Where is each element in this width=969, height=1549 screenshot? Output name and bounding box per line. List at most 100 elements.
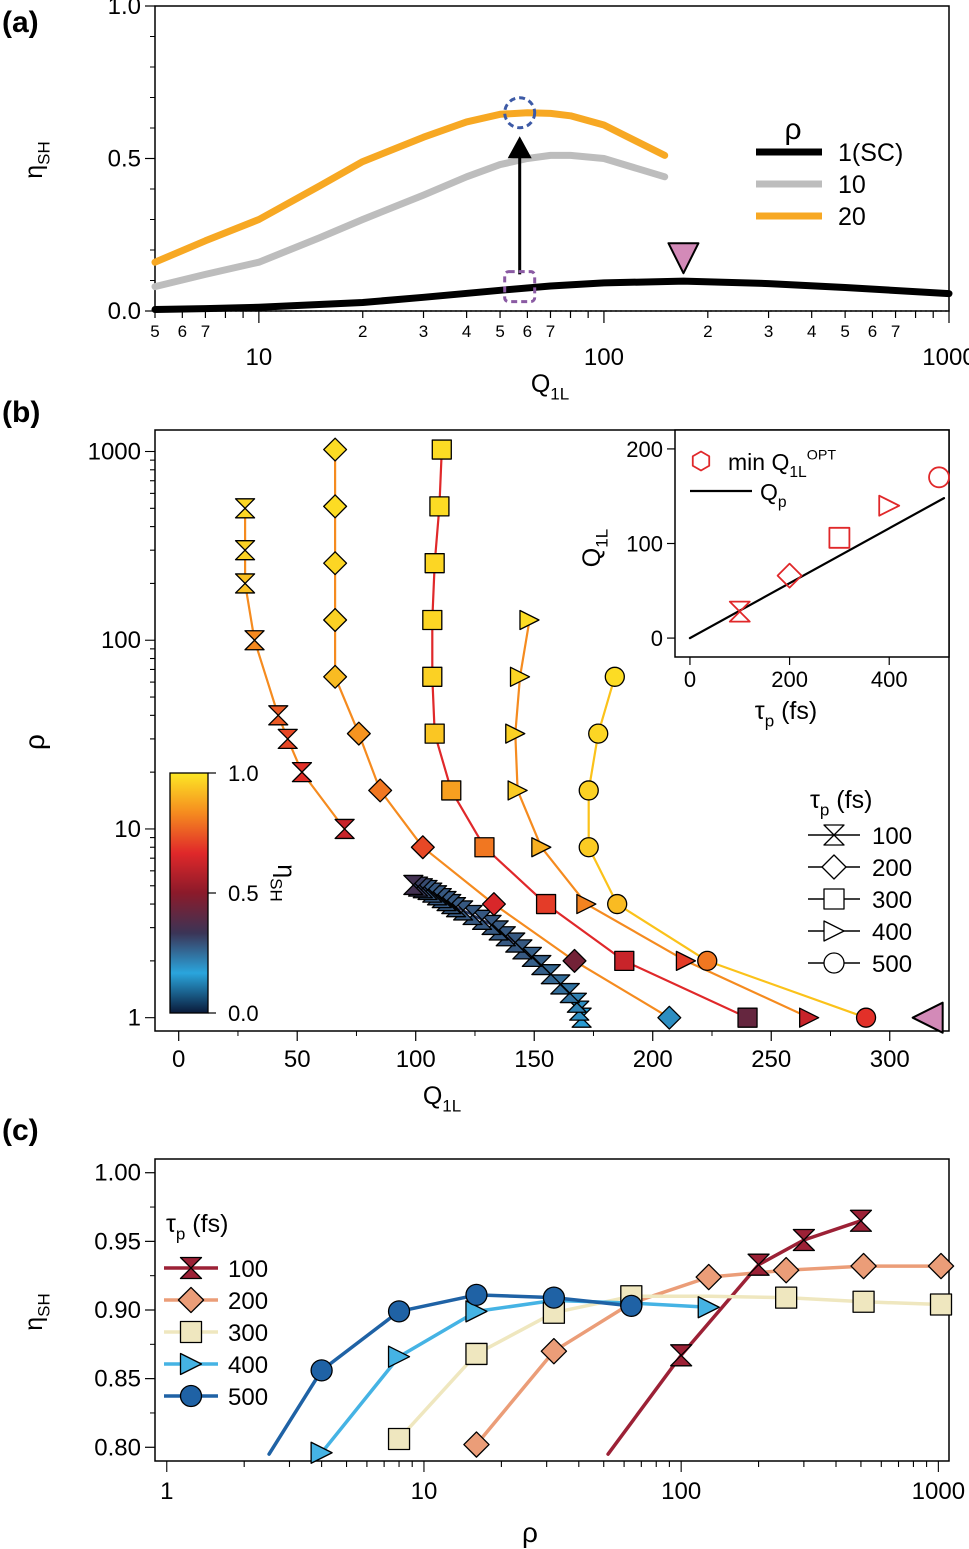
legend-title-a: ρ — [784, 113, 801, 146]
x-minor-tick-label-a: 2 — [703, 322, 712, 341]
legend-label-a: 20 — [838, 203, 866, 231]
x-tick-label-c: 1 — [160, 1478, 173, 1505]
data-point-b — [488, 920, 509, 941]
x-minor-tick-label-a: 4 — [807, 322, 816, 341]
data-point-c — [850, 1252, 877, 1280]
x-minor-tick-label-a: 7 — [546, 322, 555, 341]
y-axis-label-b: ρ — [19, 734, 50, 750]
x-tick-label-b: 0 — [172, 1046, 185, 1073]
data-point-b — [614, 950, 635, 972]
inset-legend-marker — [691, 450, 711, 472]
data-point-b — [429, 496, 450, 517]
inset-y-tick-label: 200 — [626, 437, 663, 462]
colorbar-tick-label: 0.0 — [228, 1001, 259, 1026]
y-tick-label-a: 1.0 — [108, 0, 141, 20]
y-tick-label-b: 10 — [114, 816, 141, 843]
series-line-a-2 — [151, 109, 669, 266]
data-point-c — [747, 1253, 770, 1276]
inset-y-tick-label: 0 — [651, 626, 663, 651]
inset-x-tick-label: 200 — [771, 667, 808, 692]
data-point-b — [234, 573, 256, 594]
legend-label-a: 1(SC) — [838, 139, 903, 167]
y-axis-label-c: ηSH — [20, 1293, 54, 1331]
chart-c: 0.80 0.85 0.90 0.95 1.00 1 10 100 1000 ρ ηSH τp (fs… — [20, 1158, 965, 1548]
data-point-c — [670, 1344, 693, 1367]
x-tick-label-a: 10 — [246, 344, 273, 371]
y-tick-label-b: 100 — [101, 627, 141, 654]
x-minor-tick-label-a: 7 — [201, 322, 210, 341]
optimum-marker-a — [667, 242, 700, 275]
data-point-b — [507, 780, 528, 801]
x-minor-tick-label-a: 4 — [462, 322, 471, 341]
y-tick-label-c: 0.85 — [94, 1366, 141, 1393]
data-point-c — [540, 1337, 568, 1365]
data-point-c — [775, 1286, 798, 1309]
x-minor-tick-label-a: 3 — [419, 322, 428, 341]
legend-label-b: 200 — [872, 855, 912, 882]
colorbar-label: ηSH — [267, 864, 301, 902]
legend-marker-b — [823, 920, 845, 942]
data-point-c — [620, 1294, 643, 1318]
data-point-b — [576, 893, 597, 915]
y-tick-label-b: 1000 — [88, 439, 141, 466]
legend-label-b: 300 — [872, 887, 912, 914]
x-axis-label-b: Q1L — [423, 1082, 461, 1116]
legend-label-b: 100 — [872, 823, 912, 850]
y-tick-label-c: 0.95 — [94, 1228, 141, 1255]
data-point-c — [697, 1296, 720, 1319]
colorbar-tick-label: 0.5 — [228, 881, 259, 906]
panel-label-a: (a) — [2, 6, 39, 39]
x-tick-label-c: 100 — [661, 1478, 701, 1505]
data-point-b — [323, 437, 348, 462]
data-point-c — [463, 1431, 490, 1458]
data-point-c — [387, 1300, 411, 1323]
x-tick-label-c: 1000 — [912, 1478, 965, 1505]
data-point-b — [323, 607, 348, 633]
series-line-a-0 — [151, 277, 953, 313]
x-tick-label-b: 50 — [284, 1046, 311, 1073]
data-point-b — [737, 1007, 758, 1028]
inset-y-tick-label: 100 — [626, 532, 663, 557]
legend-label-c: 500 — [228, 1384, 268, 1411]
data-point-b — [368, 778, 393, 803]
legend-title-b: τp (fs) — [810, 786, 872, 820]
data-point-b — [410, 835, 435, 860]
data-point-c — [465, 1300, 488, 1323]
x-tick-label-b: 150 — [514, 1046, 554, 1073]
panel-label-b: (b) — [2, 396, 40, 429]
series-line-a-1 — [151, 151, 669, 291]
x-tick-label-b: 250 — [751, 1046, 791, 1073]
data-point-b — [531, 954, 552, 976]
plot-frame-b — [154, 429, 950, 1032]
data-point-b — [268, 705, 289, 726]
data-point-c — [695, 1263, 722, 1291]
legend-label-c: 100 — [228, 1256, 268, 1283]
data-point-b — [441, 780, 462, 801]
legend-marker-c — [179, 1256, 203, 1280]
data-point-b — [855, 1007, 877, 1028]
data-point-b — [431, 439, 452, 460]
inset-y-axis-label: Q1L — [578, 529, 612, 567]
legend-title-c: τp (fs) — [166, 1210, 228, 1244]
data-point-c — [465, 1283, 488, 1307]
optimum-marker-b — [911, 1001, 944, 1034]
x-minor-tick-label-a: 6 — [178, 322, 187, 341]
data-point-c — [772, 1256, 800, 1284]
data-point-b — [403, 874, 424, 896]
chart-b: 0 50 100 150 200 250 3001101001000Q1Lρ0.00.51.… — [19, 429, 950, 1116]
y-tick-label-c: 0.80 — [94, 1434, 141, 1461]
data-point-b — [277, 728, 298, 750]
x-minor-tick-label-a: 2 — [358, 322, 367, 341]
x-tick-label-b: 100 — [396, 1046, 436, 1073]
data-point-c — [310, 1359, 333, 1382]
data-point-b — [323, 494, 348, 519]
series-line-c-4 — [267, 1293, 634, 1456]
series-line-b-4 — [514, 618, 811, 1019]
chart-a: 0.00.51.0567234567234567101001000Q1LηSHρ… — [20, 0, 969, 404]
y-tick-label-a: 0.0 — [108, 298, 141, 325]
data-point-b — [481, 892, 506, 917]
data-point-b — [505, 723, 526, 744]
y-axis-label-a: ηSH — [20, 141, 54, 179]
data-point-b — [697, 950, 718, 972]
